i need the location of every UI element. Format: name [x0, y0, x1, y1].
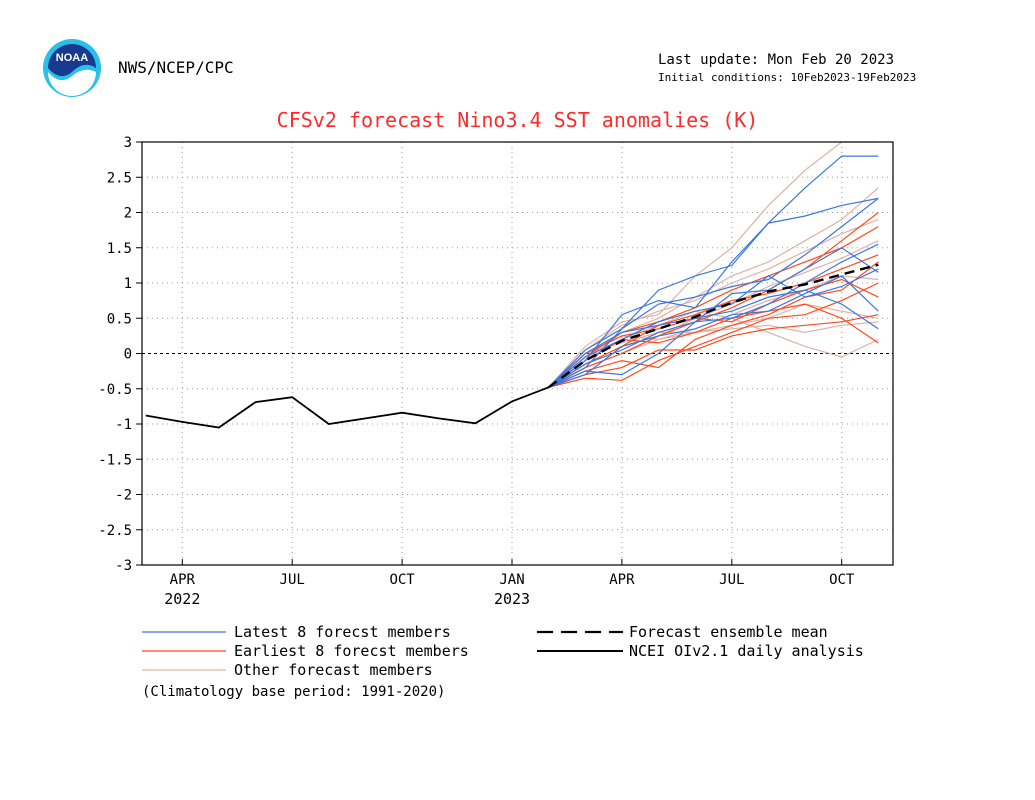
y-tick-label: 3 — [124, 135, 132, 151]
earliest-member-line — [548, 261, 879, 388]
x-tick-label: OCT — [829, 572, 855, 588]
x-tick-year: 2023 — [494, 590, 530, 608]
y-tick-label: 0.5 — [107, 311, 132, 327]
legend-label-earliest: Earliest 8 forecst members — [234, 642, 469, 660]
noaa-logo: NOAA — [43, 39, 101, 97]
noaa-logo-text: NOAA — [56, 52, 88, 64]
legend-label-latest: Latest 8 forecst members — [234, 623, 451, 641]
y-tick-label: -1 — [115, 417, 132, 433]
legend-label-mean: Forecast ensemble mean — [629, 623, 828, 641]
latest-member-line — [548, 243, 879, 388]
earliest-member-line — [548, 282, 879, 388]
y-tick-label: 2.5 — [107, 170, 132, 186]
y-tick-label: 1.5 — [107, 241, 132, 257]
y-tick-label: -0.5 — [98, 382, 132, 398]
other-member-line — [548, 141, 879, 388]
latest-member-line — [548, 268, 879, 388]
latest-member-line — [548, 289, 879, 388]
chart-title: CFSv2 forecast Nino3.4 SST anomalies (K) — [276, 108, 759, 132]
x-tick-label: APR — [170, 572, 196, 588]
x-tick-label: JAN — [499, 572, 524, 588]
x-tick-label: JUL — [719, 572, 744, 588]
climatology-note: (Climatology base period: 1991-2020) — [142, 684, 446, 700]
latest-member-line — [548, 197, 879, 388]
initial-conditions: Initial conditions: 10Feb2023-19Feb2023 — [658, 71, 917, 84]
y-tick-label: 0 — [124, 347, 132, 363]
agency-label: NWS/NCEP/CPC — [118, 58, 234, 77]
y-tick-label: -3 — [115, 558, 132, 574]
y-tick-label: 1 — [124, 276, 132, 292]
earliest-member-line — [548, 314, 879, 388]
last-update: Last update: Mon Feb 20 2023 — [658, 52, 895, 68]
y-tick-label: -2 — [115, 488, 132, 504]
y-tick-label: -2.5 — [98, 523, 132, 539]
plot-frame — [141, 141, 894, 566]
latest-member-line — [548, 275, 879, 388]
ensemble-mean-line — [547, 263, 879, 389]
observed-analysis-line — [145, 386, 549, 429]
latest-member-line — [548, 197, 879, 388]
legend-label-other: Other forecast members — [234, 661, 433, 679]
other-member-line — [548, 187, 879, 388]
x-tick-year: 2022 — [164, 590, 200, 608]
y-tick-label: -1.5 — [98, 452, 132, 468]
x-tick-label: JUL — [280, 572, 305, 588]
earliest-member-line — [548, 212, 879, 388]
x-tick-label: APR — [609, 572, 635, 588]
legend-label-observed: NCEI OIv2.1 daily analysis — [629, 642, 864, 660]
x-tick-label: OCT — [389, 572, 415, 588]
earliest-member-line — [548, 278, 879, 388]
y-tick-label: 2 — [124, 206, 132, 222]
